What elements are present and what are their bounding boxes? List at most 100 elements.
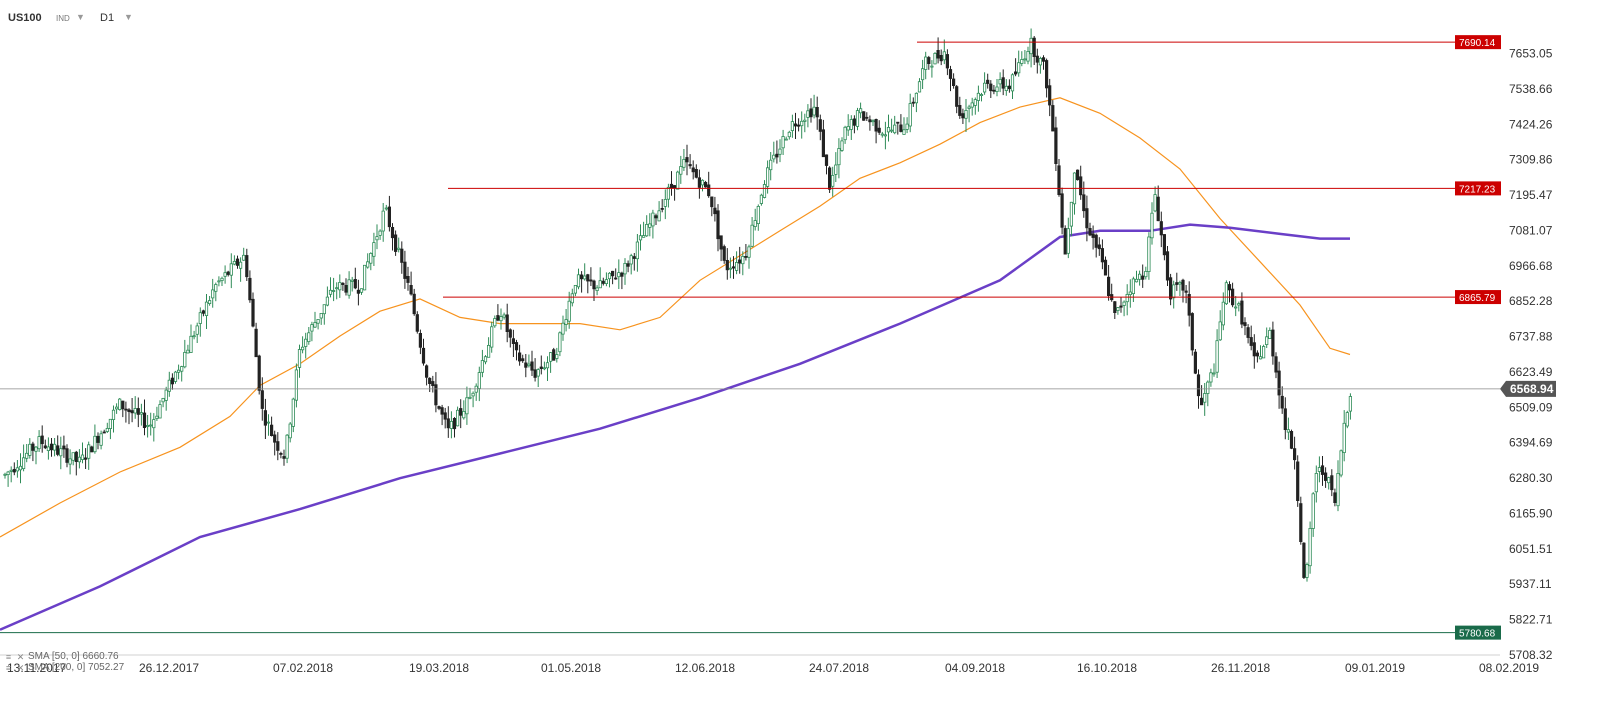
legend-sma-50[interactable]: ≡ ✕ SMA [50, 0] 6660.76 xyxy=(4,651,124,662)
candle-bull xyxy=(570,293,574,304)
candle-bull xyxy=(347,279,351,296)
candle-bear xyxy=(986,79,990,84)
candle-bull xyxy=(25,452,29,459)
candle-bull xyxy=(1224,282,1228,305)
candle-bull xyxy=(1004,85,1008,92)
candle-bear xyxy=(896,121,900,124)
candle-bull xyxy=(1066,228,1070,254)
candle-bear xyxy=(955,86,959,107)
candle-bear xyxy=(626,263,630,267)
candle-bear xyxy=(1296,461,1300,501)
candle-bear xyxy=(1299,503,1303,543)
candle-bull xyxy=(756,205,760,224)
menu-icon[interactable]: ≡ xyxy=(5,652,12,662)
candle-bear xyxy=(49,443,54,451)
candle-bear xyxy=(865,116,869,119)
candle-bull xyxy=(648,223,652,228)
candle-bull xyxy=(831,174,835,187)
candle-bear xyxy=(403,261,407,279)
candle-bear xyxy=(1324,472,1328,481)
candle-bull xyxy=(623,262,627,275)
candle-bear xyxy=(1169,277,1173,300)
candle-bull xyxy=(917,81,922,93)
candle-bull xyxy=(846,126,850,131)
chevron-down-icon[interactable]: ▼ xyxy=(124,12,133,22)
legend-sma-200[interactable]: ≡ ✕ SMA [200, 0] 7052.27 xyxy=(4,662,124,673)
candle-bear xyxy=(96,435,100,443)
candle-bear xyxy=(390,226,395,239)
candle-bear xyxy=(260,390,264,409)
symbol-label[interactable]: US100 xyxy=(8,12,42,24)
candle-bear xyxy=(958,105,962,116)
candle-bull xyxy=(1308,528,1312,567)
candle-bull xyxy=(855,110,860,127)
candle-bull xyxy=(238,261,243,269)
current-price-label: 6568.94 xyxy=(1510,382,1554,396)
y-tick-label: 5822.71 xyxy=(1509,613,1553,627)
candle-bull xyxy=(1327,477,1331,484)
candle-bear xyxy=(412,293,416,315)
candle-bear xyxy=(952,78,956,86)
candle-bull xyxy=(803,119,807,122)
candle-bull xyxy=(834,164,838,175)
candle-bull xyxy=(192,335,196,338)
candle-bear xyxy=(409,284,413,295)
candle-bull xyxy=(499,316,503,322)
indicator-legend: ≡ ✕ SMA [50, 0] 6660.76 ≡ ✕ SMA [200, 0]… xyxy=(4,651,124,673)
candle-bear xyxy=(1271,329,1275,357)
candle-bear xyxy=(1048,85,1052,106)
candle-bull xyxy=(871,120,875,123)
candle-bear xyxy=(580,274,584,280)
candle-bull xyxy=(1128,291,1132,295)
candle-bull xyxy=(294,369,299,401)
candle-bull xyxy=(790,121,795,131)
candle-bull xyxy=(362,264,367,291)
candle-bull xyxy=(211,289,215,299)
y-tick-label: 7309.86 xyxy=(1509,153,1553,167)
timeframe-label[interactable]: D1 xyxy=(100,12,115,24)
candle-bull xyxy=(645,223,649,237)
candle-bull xyxy=(310,324,314,332)
candle-bear xyxy=(511,338,516,345)
candle-bull xyxy=(1125,293,1129,303)
candle-bear xyxy=(437,406,441,409)
candle-bear xyxy=(1014,71,1018,75)
candle-bull xyxy=(800,120,804,127)
candle-bear xyxy=(518,352,522,362)
y-tick-label: 7538.66 xyxy=(1509,82,1553,96)
candle-bull xyxy=(71,452,75,461)
candle-bear xyxy=(961,113,965,119)
chart-toolbar: US100 IND ▼ D1 ▼ xyxy=(0,0,1500,34)
x-tick-label: 26.11.2018 xyxy=(1211,661,1270,675)
candle-bull xyxy=(139,412,143,415)
candle-bull xyxy=(328,289,333,295)
candle-bull xyxy=(152,419,156,429)
y-tick-label: 5937.11 xyxy=(1509,577,1552,591)
x-tick-label: 24.07.2018 xyxy=(809,661,869,675)
candle-bull xyxy=(21,457,26,469)
close-icon[interactable]: ✕ xyxy=(16,663,25,673)
candle-bear xyxy=(226,271,230,275)
candle-bull xyxy=(750,224,754,247)
candle-bull xyxy=(1138,273,1142,280)
candle-bull xyxy=(167,379,171,392)
candle-bull xyxy=(595,287,599,291)
x-tick-label: 13.11.2017 xyxy=(7,661,66,675)
candle-bull xyxy=(886,127,891,133)
close-icon[interactable]: ✕ xyxy=(16,652,25,662)
candle-bull xyxy=(549,352,553,362)
candle-bear xyxy=(1196,374,1201,397)
candle-bear xyxy=(90,446,94,453)
candle-bear xyxy=(496,315,500,321)
candle-bull xyxy=(1348,396,1352,412)
menu-icon[interactable]: ≡ xyxy=(5,663,12,673)
candle-bear xyxy=(142,412,147,429)
x-tick-label: 01.05.2018 xyxy=(541,661,601,675)
candle-bull xyxy=(1020,59,1024,64)
candle-bear xyxy=(722,246,726,261)
candle-bull xyxy=(1116,307,1120,312)
chevron-down-icon[interactable]: ▼ xyxy=(76,12,85,22)
candle-bull xyxy=(1345,412,1349,427)
y-tick-label: 7424.26 xyxy=(1509,117,1553,131)
